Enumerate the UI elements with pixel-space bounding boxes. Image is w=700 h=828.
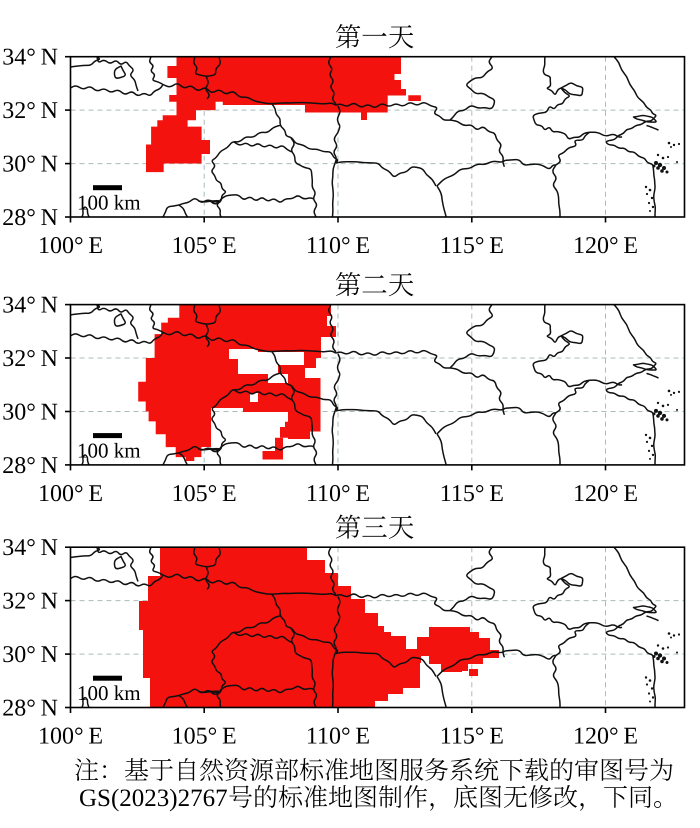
svg-text:100° E: 100° E (38, 481, 103, 507)
svg-text:110° E: 110° E (306, 233, 370, 259)
svg-text:115° E: 115° E (440, 724, 504, 750)
svg-text:32° N: 32° N (2, 589, 58, 615)
svg-text:34° N: 34° N (2, 45, 58, 71)
svg-text:120° E: 120° E (573, 233, 638, 259)
svg-text:30° N: 30° N (2, 400, 58, 426)
svg-text:34° N: 34° N (2, 535, 58, 561)
svg-text:34° N: 34° N (2, 293, 58, 319)
svg-text:100° E: 100° E (38, 724, 103, 750)
svg-text:32° N: 32° N (2, 98, 58, 124)
svg-text:30° N: 30° N (2, 642, 58, 668)
svg-text:105° E: 105° E (172, 233, 237, 259)
svg-text:100 km: 100 km (77, 681, 141, 705)
svg-text:120° E: 120° E (573, 724, 638, 750)
svg-text:28° N: 28° N (2, 205, 58, 231)
svg-text:115° E: 115° E (440, 233, 504, 259)
svg-text:30° N: 30° N (2, 152, 58, 178)
svg-text:110° E: 110° E (306, 724, 370, 750)
svg-text:100° E: 100° E (38, 233, 103, 259)
svg-text:115° E: 115° E (440, 481, 504, 507)
svg-text:28° N: 28° N (2, 453, 58, 479)
svg-text:100 km: 100 km (77, 438, 141, 462)
svg-text:120° E: 120° E (573, 481, 638, 507)
svg-text:100 km: 100 km (77, 191, 141, 215)
svg-text:105° E: 105° E (172, 724, 237, 750)
svg-text:110° E: 110° E (306, 481, 370, 507)
svg-text:28° N: 28° N (2, 696, 58, 722)
svg-text:GS(2023)2767: GS(2023)2767 (79, 785, 228, 812)
svg-text:105° E: 105° E (172, 481, 237, 507)
svg-text:32° N: 32° N (2, 346, 58, 372)
